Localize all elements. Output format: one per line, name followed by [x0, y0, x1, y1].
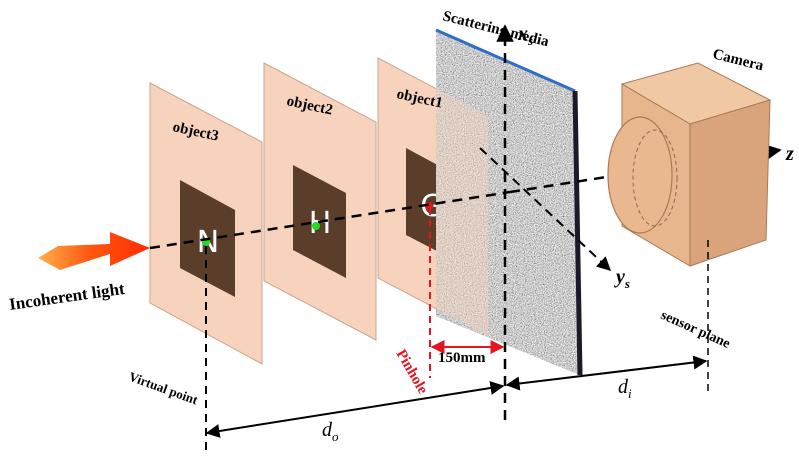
pinhole-label: Pinhole: [393, 347, 431, 397]
incoherent-light-arrow: [38, 232, 150, 270]
do-dimension-arrow: [205, 381, 505, 438]
camera: [607, 62, 772, 267]
camera-lens-inner: [632, 129, 678, 227]
object2-plate: H: [263, 62, 377, 341]
camera-lens: [607, 116, 673, 234]
di-dimension-arrow: [505, 355, 708, 391]
object3-plate: N: [149, 82, 263, 365]
xs-axis-label: xs: [517, 23, 533, 48]
do-label: do: [322, 419, 339, 444]
object1-overlap: [436, 88, 488, 336]
ys-axis-label: ys: [614, 266, 630, 291]
scattering-media: [435, 28, 583, 376]
z-axis-label: z: [785, 143, 794, 165]
virtual-point-label: Virtual point: [127, 369, 201, 408]
object2-letter: H: [309, 206, 332, 241]
incoherent-light-label: Incoherent light: [8, 279, 126, 314]
optical-axis-back: [149, 190, 511, 250]
object2-green-dot: [312, 222, 320, 230]
di-label: di: [618, 376, 632, 401]
media-side-edge: [572, 90, 583, 376]
camera-label: Camera: [711, 46, 765, 74]
sensor-plane-label: sensor plane: [658, 308, 732, 352]
distance-150-label: 150mm: [438, 350, 486, 366]
